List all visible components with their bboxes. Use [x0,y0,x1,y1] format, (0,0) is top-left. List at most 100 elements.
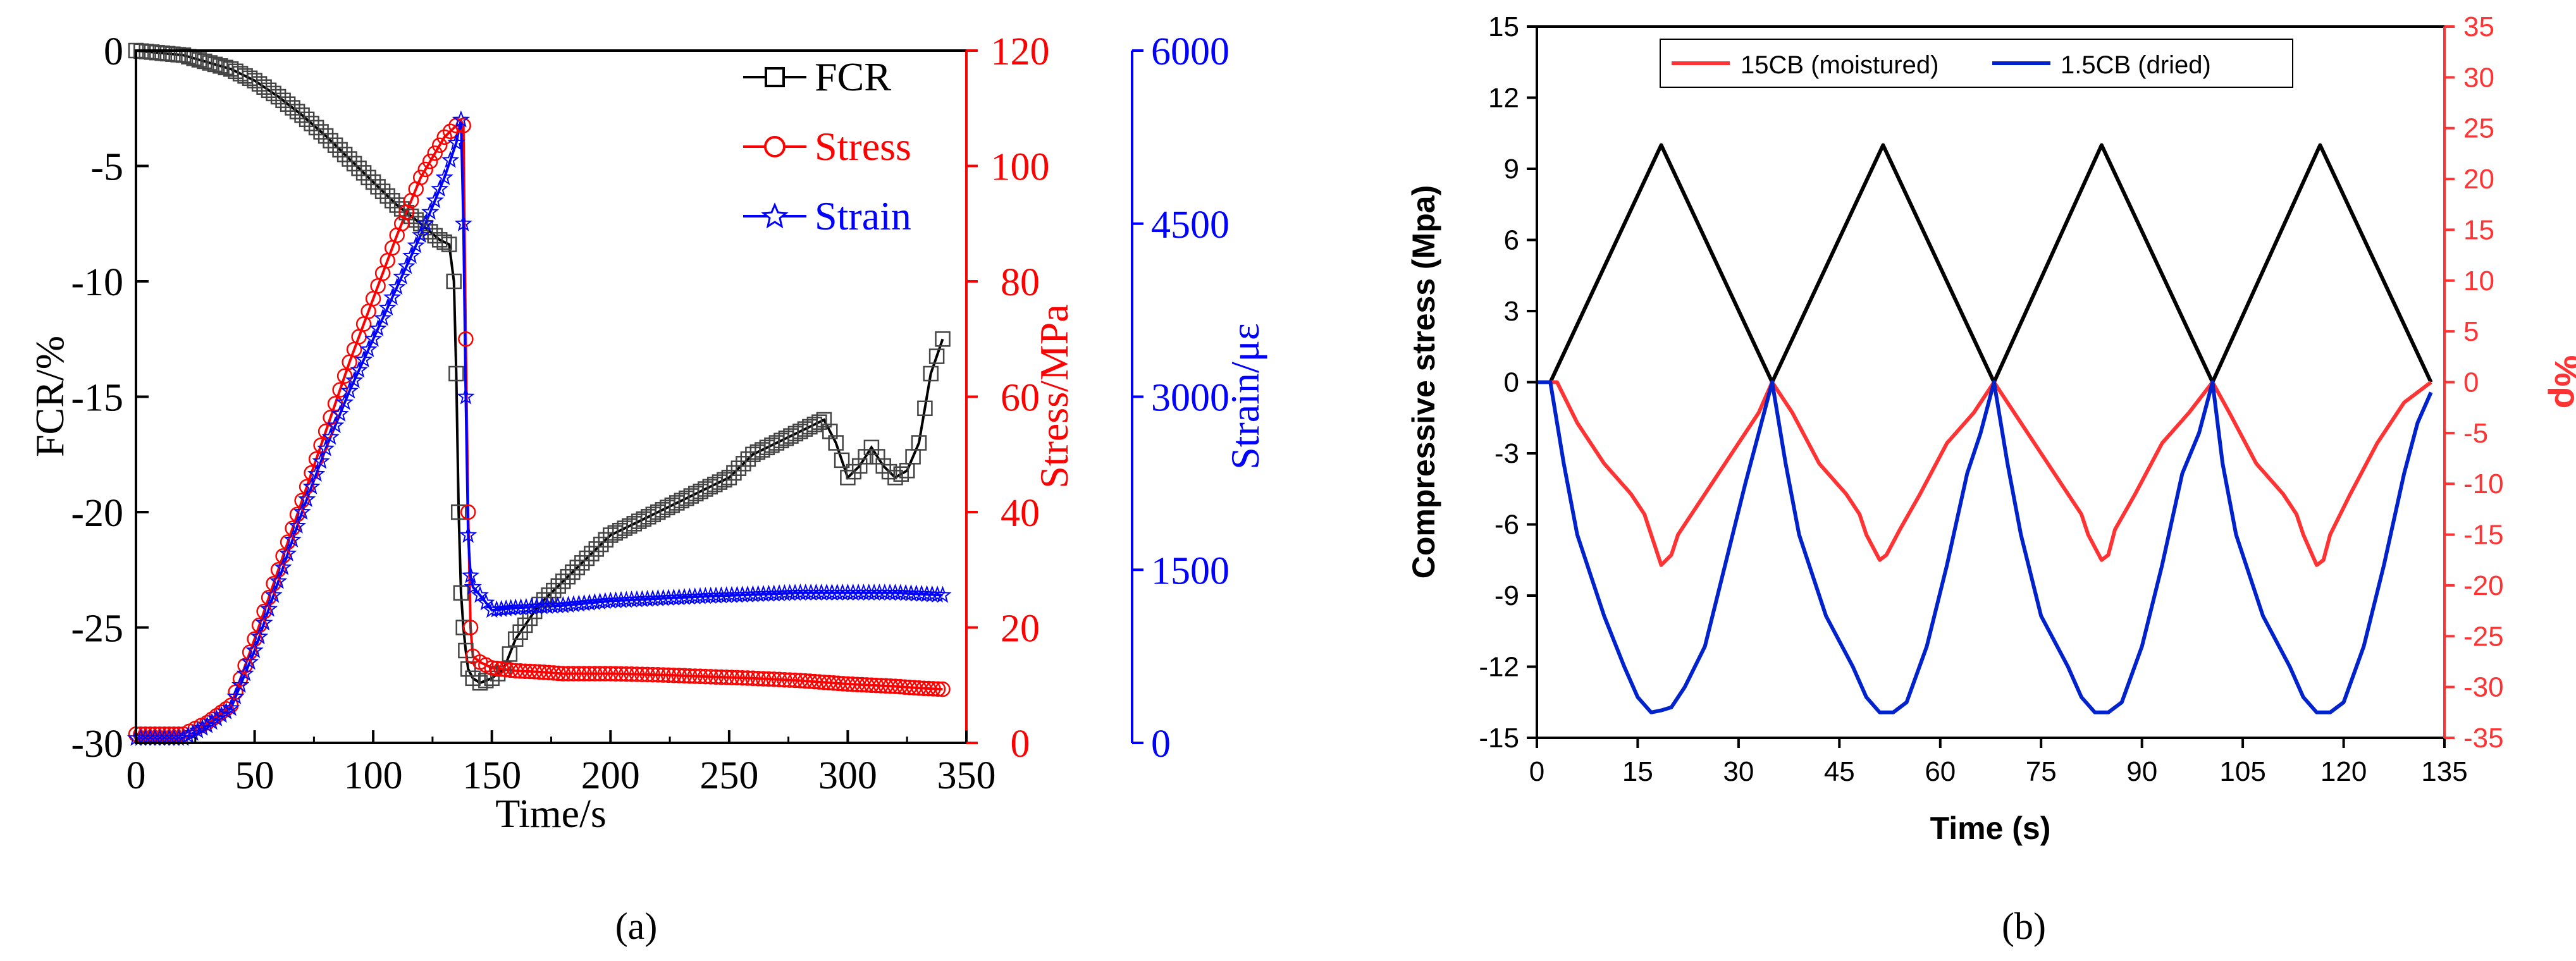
a-marker-stress [608,666,624,682]
a-marker-strain [596,592,615,609]
b-plot-frame [1536,25,2446,739]
a-marker-strain [934,585,952,603]
a-marker-strain [492,599,510,617]
a-marker-fcr [436,234,452,250]
a-marker-fcr [323,133,338,149]
a-marker-stress [655,667,671,683]
a-marker-fcr [923,365,939,382]
a-marker-fcr [569,560,586,575]
a-marker-strain [354,350,373,368]
a-marker-stress [237,658,253,673]
a-marker-strain [441,150,460,168]
a-marker-strain [264,585,283,603]
a-marker-stress [581,666,598,682]
a-marker-strain [302,477,321,494]
a-marker-strain [431,180,449,197]
a-marker-stress [624,666,639,682]
a-x-tick-label: 350 [937,754,996,797]
a-marker-stress [560,666,576,682]
a-marker-fcr [730,460,747,476]
a-marker-strain [412,226,430,243]
b-x-tick-label: 105 [2219,756,2265,787]
a-marker-fcr [289,104,305,119]
a-marker-strain [307,464,326,482]
a-marker-strain [378,298,397,316]
a-marker-fcr [242,70,258,87]
b-stress-tick-label: -15 [1479,723,1519,754]
a-marker-strain [383,288,402,305]
b-rho-tick-label: 20 [2463,164,2494,195]
a-marker-strain [502,599,520,616]
a-legend-stress-marker [764,136,786,157]
a-marker-strain [283,530,302,548]
a-marker-fcr [593,536,609,553]
b-ticks: 0 15 30 45 60 75 90 105 120 13515129630-3-6-9-12-… [1479,11,2503,787]
a-strain-tick-label: 3000 [1151,377,1229,420]
a-marker-fcr [858,449,873,465]
a-marker-stress [750,670,766,687]
a-marker-fcr [346,156,362,172]
b-series-line-blue [1537,380,2433,714]
a-marker-strain [293,503,311,520]
a-marker-stress [275,548,291,564]
a-legend-strain-label: Strain [815,193,911,238]
a-marker-fcr [565,564,581,580]
a-marker-stress [336,368,353,384]
a-marker-stress [739,670,756,686]
b-series-line-red [1537,380,2432,567]
a-marker-stress [597,666,613,682]
a-marker-strain [345,371,364,389]
a-x-tick-label: 200 [581,754,640,797]
a-marker-fcr [308,119,324,136]
a-marker-fcr [431,232,448,248]
b-stress-tick-label: 15 [1488,11,1519,42]
a-marker-strain [426,191,444,209]
a-marker-strain [369,319,387,336]
b-stress-tick-label: 0 [1504,367,1519,398]
a-marker-fcr [455,620,471,635]
a-x-tick-label: 100 [344,754,403,797]
a-marker-fcr [935,331,951,347]
a-marker-stress [613,666,629,682]
a-x-tick-label: 250 [699,754,758,797]
b-stress-tick-label: -12 [1479,652,1519,683]
a-marker-stress [682,668,698,684]
a-marker-strain [221,699,240,716]
a-marker-fcr [851,458,868,474]
a-marker-stress [777,671,792,688]
b-x-tick-label: 15 [1622,756,1653,787]
a-marker-fcr [327,137,343,153]
a-marker-strain [269,572,288,589]
a-legend-fcr-marker [765,67,785,87]
a-fcr-tick-label: -5 [90,146,123,189]
a-marker-fcr [484,670,500,687]
b-stress-tick-label: -9 [1494,580,1519,611]
a-caption: (a) [615,905,658,947]
a-x-tick-label: 300 [818,754,877,797]
a-marker-fcr [928,348,945,364]
a-marker-fcr [365,174,381,190]
a-marker-fcr [579,550,595,566]
b-series-lines [1537,143,2433,714]
a-marker-stress [571,666,587,682]
b-rho-tick-label: 10 [2463,266,2494,297]
a-marker-stress [422,153,438,169]
a-marker-fcr [422,224,438,240]
a-marker-strain [461,566,480,584]
a-marker-fcr [207,56,223,73]
a-marker-stress [587,666,603,682]
a-marker-strain [497,599,515,616]
a-marker-strain [350,360,368,378]
a-marker-strain [331,405,349,422]
a-marker-strain [435,168,453,185]
a-marker-fcr [441,236,457,252]
a-marker-stress [592,666,608,682]
a-marker-fcr [917,400,933,417]
a-strain-axis-label: Strain/με [1223,323,1267,470]
a-marker-stress [660,667,677,683]
a-marker-strain [452,110,471,128]
a-marker-stress [771,671,787,688]
b-rho-axis-label: %ρ [2548,355,2576,408]
a-marker-fcr [840,470,856,486]
